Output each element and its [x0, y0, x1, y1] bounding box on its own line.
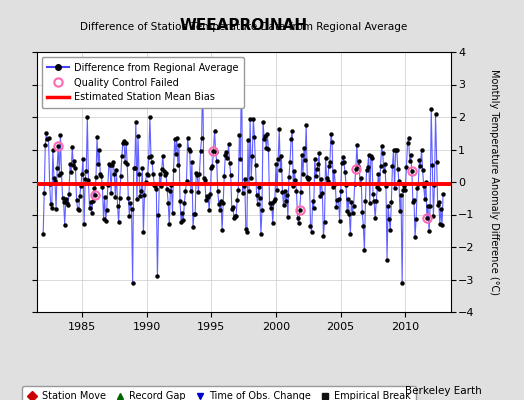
- Text: Berkeley Earth: Berkeley Earth: [406, 386, 482, 396]
- Legend: Station Move, Record Gap, Time of Obs. Change, Empirical Break: Station Move, Record Gap, Time of Obs. C…: [21, 386, 416, 400]
- Text: WEEAPROINAH: WEEAPROINAH: [180, 18, 308, 33]
- Title: Difference of Station Temperature Data from Regional Average: Difference of Station Temperature Data f…: [80, 22, 407, 32]
- Y-axis label: Monthly Temperature Anomaly Difference (°C): Monthly Temperature Anomaly Difference (…: [489, 69, 499, 295]
